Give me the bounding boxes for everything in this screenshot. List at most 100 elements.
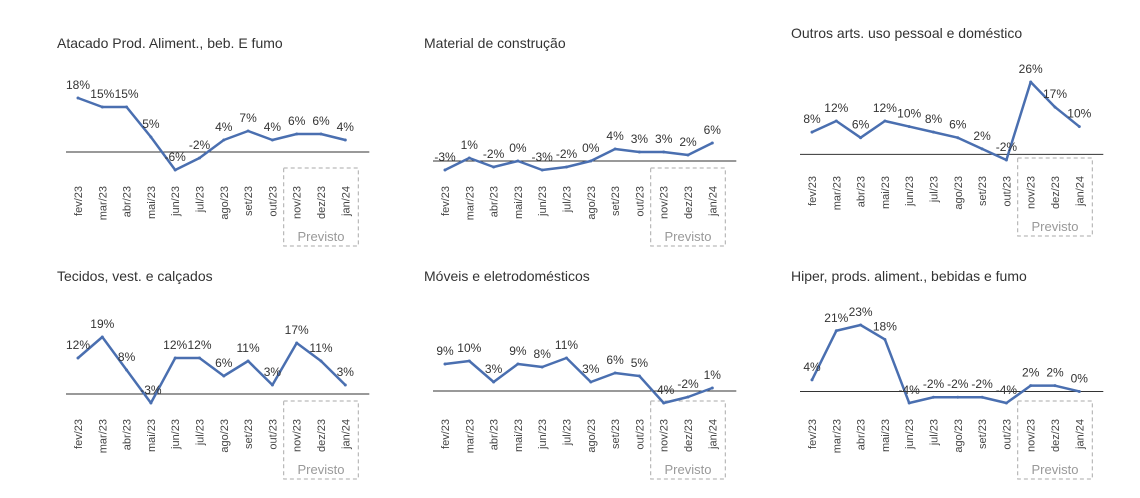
data-label: -2% [556, 147, 578, 161]
point [125, 105, 129, 109]
x-tick-label: abr/23 [489, 419, 501, 450]
point [859, 136, 863, 140]
point [686, 153, 690, 157]
x-tick-label: fev/23 [73, 186, 85, 216]
data-label: -2% [996, 140, 1018, 154]
point [540, 365, 544, 369]
x-tick-label: abr/23 [856, 176, 868, 207]
data-label: 18% [873, 319, 897, 333]
x-tick-label: mai/23 [146, 186, 158, 219]
chart-title: Tecidos, vest. e calçados [57, 268, 213, 284]
point [100, 335, 104, 339]
point [907, 401, 911, 405]
point [1029, 80, 1033, 84]
point [149, 401, 153, 405]
data-label: 7% [239, 111, 257, 125]
point [1077, 125, 1081, 129]
point [1004, 401, 1008, 405]
point [883, 337, 887, 341]
forecast-box [283, 400, 359, 480]
x-tick-label: mar/23 [97, 419, 109, 453]
data-label: 12% [66, 338, 90, 352]
series-line [77, 335, 347, 405]
point [637, 150, 641, 154]
data-label: 3% [264, 365, 282, 379]
data-label: 4% [215, 120, 233, 134]
data-label: -2% [189, 138, 211, 152]
point [980, 395, 984, 399]
data-label: 12% [824, 101, 848, 115]
small-chart: Móveis e eletrodomésticos Previsto 9% fev/2… [424, 268, 737, 480]
x-tick-label: jul/23 [562, 419, 574, 446]
point [834, 119, 838, 123]
data-label: 4% [264, 120, 282, 134]
forecast-label: Previsto [298, 229, 345, 244]
data-label: 3% [485, 362, 503, 376]
forecast-label: Previsto [665, 229, 712, 244]
data-label: 10% [1067, 107, 1091, 121]
point [222, 138, 226, 142]
data-label: 18% [66, 78, 90, 92]
point [1053, 384, 1057, 388]
point [295, 132, 299, 136]
data-label: 8% [925, 112, 943, 126]
x-tick-label: out/23 [634, 186, 646, 217]
data-label: 17% [285, 323, 309, 337]
data-label: -2% [677, 377, 699, 391]
x-tick-label: mai/23 [880, 419, 892, 452]
point [834, 329, 838, 333]
data-label: 23% [849, 305, 873, 319]
point [76, 96, 80, 100]
x-tick-label: nov/23 [1026, 419, 1038, 452]
x-tick-label: jan/24 [707, 186, 719, 217]
point [173, 168, 177, 172]
data-label: 4% [606, 129, 624, 143]
data-label: 5% [631, 356, 649, 370]
x-tick-label: set/23 [610, 419, 622, 449]
point [76, 356, 80, 360]
point [565, 165, 568, 169]
x-tick-label: mai/23 [513, 186, 525, 219]
x-tick-label: jan/24 [1074, 419, 1086, 450]
data-label: 17% [1043, 87, 1067, 101]
data-label: 3% [582, 362, 600, 376]
x-tick-label: nov/23 [1026, 176, 1038, 209]
point [492, 165, 496, 169]
x-tick-label: mai/23 [513, 419, 525, 452]
point [443, 362, 447, 366]
data-label: 6% [606, 353, 624, 367]
forecast-label: Previsto [1032, 462, 1079, 477]
data-label: -2% [947, 377, 969, 391]
point [295, 341, 299, 345]
point [149, 135, 153, 139]
point [319, 132, 323, 136]
point [270, 138, 274, 142]
x-tick-label: jul/23 [195, 419, 207, 446]
point [443, 168, 447, 172]
x-tick-label: jun/23 [170, 186, 182, 217]
x-tick-label: fev/23 [440, 186, 452, 216]
data-label: -3% [434, 150, 456, 164]
point [198, 356, 201, 360]
data-label: 3% [337, 365, 355, 379]
data-label: 5% [142, 117, 160, 131]
data-label: 21% [824, 311, 848, 325]
x-tick-label: set/23 [243, 186, 255, 216]
x-tick-label: jan/24 [707, 419, 719, 450]
x-tick-label: jun/23 [904, 419, 916, 450]
x-tick-label: ago/23 [219, 419, 231, 453]
point [810, 130, 814, 134]
data-label: 2% [1046, 366, 1064, 380]
data-label: 8% [803, 112, 821, 126]
x-tick-label: jun/23 [170, 419, 182, 450]
point [198, 156, 201, 160]
x-tick-label: set/23 [977, 419, 989, 449]
data-label: -4% [899, 383, 921, 397]
x-tick-label: dez/23 [1050, 176, 1062, 209]
data-label: -4% [653, 383, 675, 397]
data-label: 4% [337, 120, 355, 134]
x-tick-label: out/23 [267, 419, 279, 450]
data-label: 6% [949, 118, 967, 132]
x-tick-label: out/23 [267, 186, 279, 217]
point [173, 356, 177, 360]
